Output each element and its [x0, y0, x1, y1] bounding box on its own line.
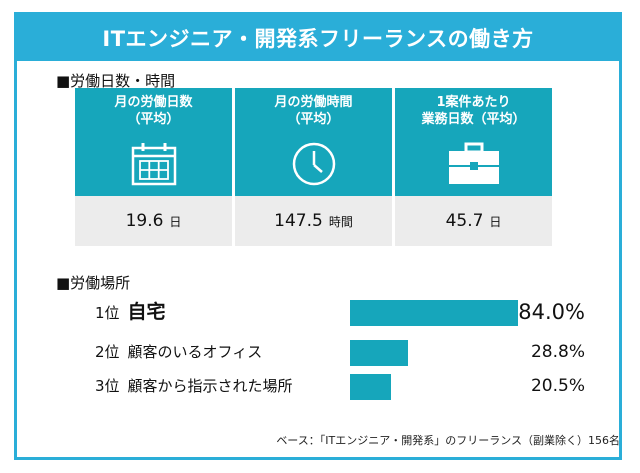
stat-unit: 日 — [169, 214, 182, 229]
section-heading-working-days: ■労働日数・時間 — [56, 72, 176, 90]
stat-unit: 時間 — [328, 214, 353, 229]
stat-value: 19.6 — [125, 211, 164, 231]
stat-label: 1案件あたり 業務日数（平均） — [421, 95, 526, 127]
ranking-row: 2位 顧客のいるオフィス 28.8% — [95, 338, 585, 366]
rank-place: 顧客のいるオフィス — [127, 343, 263, 361]
base-note: ベース：「ITエンジニア・開発系」のフリーランス（副業除く）156名 — [276, 434, 620, 447]
rank-percent: 28.8% — [530, 342, 585, 362]
rank-number: 3位 — [95, 377, 120, 395]
rank-place: 自宅 — [127, 301, 166, 323]
ranking-row: 1位 自宅 84.0% — [95, 298, 585, 326]
rank-place: 顧客から指示された場所 — [127, 377, 293, 395]
stat-value: 147.5 — [274, 211, 323, 231]
rank-number: 2位 — [95, 343, 120, 361]
stat-monthly-hours: 月の労働時間 （平均） 147.5 時間 — [235, 88, 392, 246]
stat-monthly-days: 月の労働日数 （平均） 19.6 日 — [75, 88, 232, 246]
calendar-icon — [75, 140, 232, 188]
stat-label: 月の労働時間 （平均） — [274, 95, 353, 127]
clock-icon — [235, 140, 392, 188]
stat-days-per-project: 1案件あたり 業務日数（平均） 45.7 日 — [395, 88, 552, 246]
stats-panel: 月の労働日数 （平均） 19.6 日 — [75, 88, 553, 246]
ranking-row: 3位 顧客から指示された場所 20.5% — [95, 372, 585, 400]
stat-label: 月の労働日数 （平均） — [114, 95, 193, 127]
stat-unit: 日 — [489, 214, 502, 229]
rank-bar — [350, 300, 518, 326]
rank-number: 1位 — [95, 304, 120, 322]
briefcase-icon — [395, 140, 552, 188]
rank-bar — [350, 340, 408, 366]
title-bar: ITエンジニア・開発系フリーランスの働き方 — [17, 15, 619, 61]
rank-percent: 20.5% — [530, 376, 585, 396]
stat-value: 45.7 — [445, 211, 484, 231]
section-heading-work-place: ■労働場所 — [56, 274, 131, 292]
page-title: ITエンジニア・開発系フリーランスの働き方 — [102, 27, 534, 51]
rank-bar — [350, 374, 391, 400]
rank-percent: 84.0% — [518, 300, 585, 324]
